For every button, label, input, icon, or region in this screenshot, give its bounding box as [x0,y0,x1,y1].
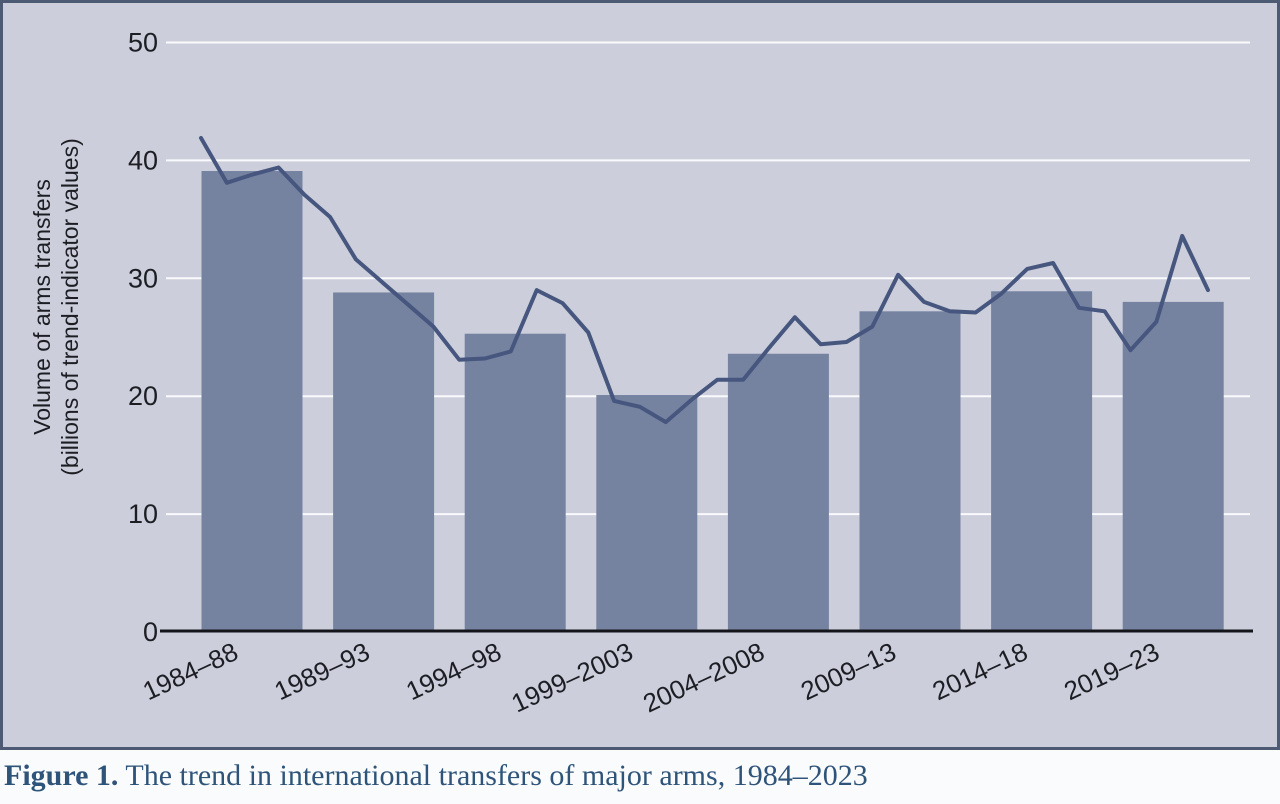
figure-caption-number: Figure 1. [4,759,119,792]
bar-1999–2003 [596,395,698,632]
bar-2019–23 [1122,301,1224,632]
y-axis-title-line1: Volume of arms transfers [29,179,55,435]
annual-trend-line [199,136,1210,425]
bar-1984–88 [201,171,303,633]
panel-border [0,0,1280,750]
bar-2014–18 [991,291,1093,632]
arms-transfers-chart: 0 10 20 30 40 50 Volume of arms transfers (bill… [0,0,1280,750]
y-tick-label-20: 20 [128,381,158,411]
bar-1994–98 [464,333,566,632]
bar-2009–13 [859,311,961,632]
y-tick-label-50: 50 [128,28,158,58]
bar-1989–93 [333,292,435,632]
y-tick-label-40: 40 [128,145,158,175]
bar-2004–2008 [727,353,829,632]
y-axis-title-line2: (billions of trend-indicator values) [57,138,83,476]
arms-transfers-chart-panel: 0 10 20 30 40 50 Volume of arms transfers (bill… [0,0,1280,750]
y-tick-label-0: 0 [143,617,158,647]
figure-caption: Figure 1. The trend in international tra… [4,756,1274,796]
y-tick-label-30: 30 [128,263,158,293]
y-tick-label-10: 10 [128,499,158,529]
figure-caption-title: The trend in international transfers of … [118,759,868,792]
